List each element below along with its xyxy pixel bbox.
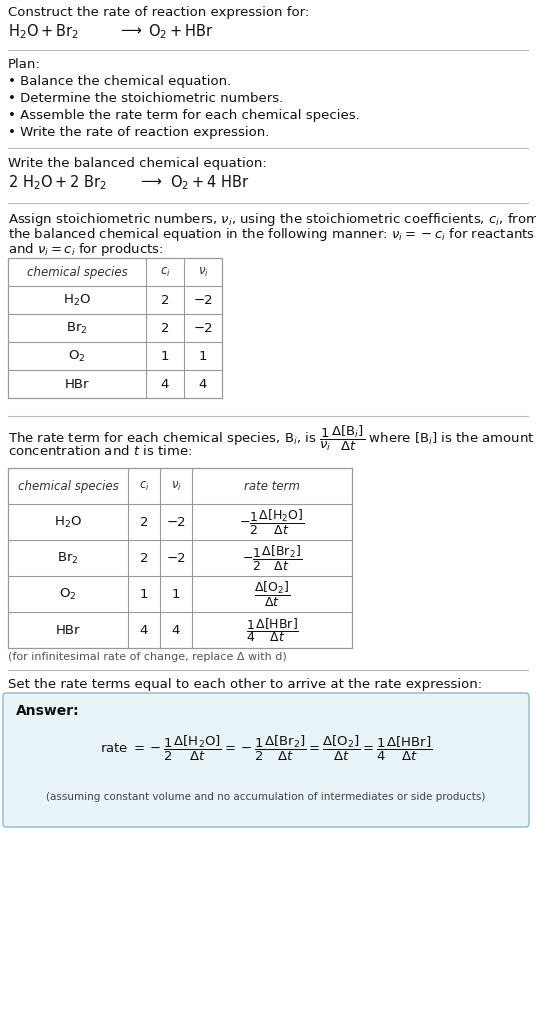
Text: and $\nu_i = c_i$ for products:: and $\nu_i = c_i$ for products: [8,241,163,258]
Text: 2: 2 [140,552,148,564]
Text: $\mathrm{H_2O + Br_2}$: $\mathrm{H_2O + Br_2}$ [8,22,79,41]
Text: the balanced chemical equation in the following manner: $\nu_i = -c_i$ for react: the balanced chemical equation in the fo… [8,226,535,243]
Text: $\nu_i$: $\nu_i$ [198,266,209,279]
Text: $\mathrm{O_2}$: $\mathrm{O_2}$ [68,349,86,364]
Text: Set the rate terms equal to each other to arrive at the rate expression:: Set the rate terms equal to each other t… [8,678,482,691]
Text: chemical species: chemical species [27,266,128,279]
Text: $\mathrm{O_2 + HBr}$: $\mathrm{O_2 + HBr}$ [148,22,214,41]
Text: 4: 4 [140,623,148,637]
Text: chemical species: chemical species [18,479,118,493]
Text: $\mathrm{Br_2}$: $\mathrm{Br_2}$ [66,321,88,335]
Text: • Balance the chemical equation.: • Balance the chemical equation. [8,75,231,88]
Text: rate term: rate term [244,479,300,493]
Text: • Write the rate of reaction expression.: • Write the rate of reaction expression. [8,126,270,139]
Text: Assign stoichiometric numbers, $\nu_i$, using the stoichiometric coefficients, $: Assign stoichiometric numbers, $\nu_i$, … [8,211,536,228]
Text: 1: 1 [140,588,148,601]
Text: $\mathrm{Br_2}$: $\mathrm{Br_2}$ [57,551,79,565]
Text: • Assemble the rate term for each chemical species.: • Assemble the rate term for each chemic… [8,109,360,122]
Text: (for infinitesimal rate of change, replace Δ with d): (for infinitesimal rate of change, repla… [8,652,287,662]
Text: $\longrightarrow$: $\longrightarrow$ [138,173,163,188]
Text: Answer:: Answer: [16,704,80,718]
Text: −2: −2 [193,293,213,307]
Text: $\dfrac{1}{4}\dfrac{\Delta[\mathrm{HBr}]}{\Delta t}$: $\dfrac{1}{4}\dfrac{\Delta[\mathrm{HBr}]… [245,616,299,644]
Bar [8,258,222,398]
Text: Write the balanced chemical equation:: Write the balanced chemical equation: [8,157,267,170]
Text: HBr: HBr [65,377,90,390]
Text: 1: 1 [161,350,169,363]
Text: $\dfrac{\Delta[\mathrm{O_2}]}{\Delta t}$: $\dfrac{\Delta[\mathrm{O_2}]}{\Delta t}$ [254,579,290,608]
Text: 4: 4 [199,377,207,390]
Text: −2: −2 [166,552,186,564]
Text: $c_i$: $c_i$ [139,479,150,493]
Text: (assuming constant volume and no accumulation of intermediates or side products): (assuming constant volume and no accumul… [46,792,486,802]
Text: Construct the rate of reaction expression for:: Construct the rate of reaction expressio… [8,6,309,19]
Text: $c_i$: $c_i$ [160,266,170,279]
Text: $\longrightarrow$: $\longrightarrow$ [118,22,143,37]
Text: 2: 2 [161,322,169,334]
Text: concentration and $t$ is time:: concentration and $t$ is time: [8,444,192,458]
Text: −2: −2 [193,322,213,334]
Text: rate $= -\dfrac{1}{2}\dfrac{\Delta[\mathrm{H_2O}]}{\Delta t}$$ = -\dfrac{1}{2}\d: rate $= -\dfrac{1}{2}\dfrac{\Delta[\math… [100,734,432,763]
Text: 1: 1 [172,588,180,601]
Text: $\mathrm{O_2}$: $\mathrm{O_2}$ [59,587,77,602]
Bar [8,468,352,648]
Text: 1: 1 [199,350,207,363]
Text: $\mathrm{H_2O}$: $\mathrm{H_2O}$ [54,514,82,529]
Text: $-\dfrac{1}{2}\dfrac{\Delta[\mathrm{Br_2}]}{\Delta t}$: $-\dfrac{1}{2}\dfrac{\Delta[\mathrm{Br_2… [242,544,302,572]
Text: Plan:: Plan: [8,58,41,71]
Text: $-\dfrac{1}{2}\dfrac{\Delta[\mathrm{H_2O}]}{\Delta t}$: $-\dfrac{1}{2}\dfrac{\Delta[\mathrm{H_2O… [239,508,305,537]
Text: HBr: HBr [56,623,80,637]
Text: $\mathrm{H_2O}$: $\mathrm{H_2O}$ [63,292,91,308]
Text: 2: 2 [140,515,148,528]
Text: The rate term for each chemical species, B$_i$, is $\dfrac{1}{\nu_i}\dfrac{\Delt: The rate term for each chemical species,… [8,424,534,454]
Text: −2: −2 [166,515,186,528]
FancyBboxPatch shape [3,693,529,827]
Text: $\nu_i$: $\nu_i$ [170,479,181,493]
Text: 4: 4 [172,623,180,637]
Text: $\mathrm{O_2 + 4\ HBr}$: $\mathrm{O_2 + 4\ HBr}$ [170,173,250,192]
Text: 4: 4 [161,377,169,390]
Text: 2: 2 [161,293,169,307]
Text: $\mathrm{2\ H_2O + 2\ Br_2}$: $\mathrm{2\ H_2O + 2\ Br_2}$ [8,173,107,192]
Text: • Determine the stoichiometric numbers.: • Determine the stoichiometric numbers. [8,92,283,105]
